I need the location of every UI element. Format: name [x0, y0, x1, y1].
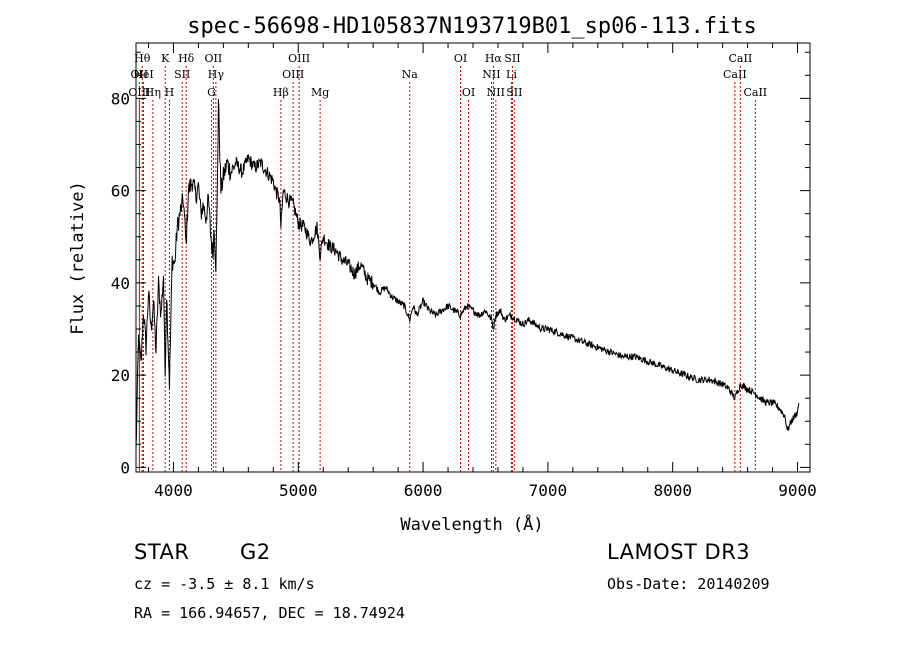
subclass-label: G2 [240, 540, 271, 564]
x-tick-label: 6000 [404, 481, 443, 500]
spectral-line-label: OII [131, 68, 149, 81]
spectral-lines-group [138, 66, 756, 472]
spectral-line-labels: OII OIII Hθ HeI Hη K H SII Hδ OII G Hγ Hβ OIII OIII Mg N… [128, 52, 767, 99]
x-tick-label: 9000 [778, 481, 817, 500]
x-tick-label: 8000 [653, 481, 692, 500]
spectral-line-label: G [207, 86, 216, 99]
spectral-line-label: H [165, 86, 175, 99]
spectral-line-label: K [161, 52, 170, 65]
spectral-line-label: Mg [311, 86, 329, 99]
spectral-line-label: Hβ [273, 86, 289, 99]
x-tick-label: 5000 [279, 481, 318, 500]
y-axis-label: Flux (relative) [68, 181, 88, 335]
coordinates-text: RA = 166.94657, DEC = 18.74924 [134, 604, 405, 622]
spectral-line-label: Hδ [178, 52, 195, 65]
spectral-line-label: OIII [282, 68, 304, 81]
plot-frame [135, 42, 811, 473]
obs-date-text: Obs-Date: 20140209 [607, 575, 770, 593]
flux-curve [135, 98, 800, 451]
spectral-line-label: CaII [729, 52, 753, 65]
y-tick-label: 40 [111, 274, 130, 293]
spectral-line-label: Na [402, 68, 419, 81]
spectral-line-label: CaII [743, 86, 767, 99]
spectral-line-label: Hγ [208, 68, 225, 81]
spectral-line-label: SII [174, 68, 190, 81]
spectral-line-label: OIII [128, 86, 150, 99]
y-tick-label: 0 [120, 458, 130, 477]
x-tick-label: 7000 [529, 481, 568, 500]
class-label: STAR [134, 540, 190, 564]
spectral-line-label: Hθ [134, 52, 151, 65]
spectral-line-label: NII [487, 86, 505, 99]
spectral-line-label: NII [482, 68, 500, 81]
spectral-line-label: OII [205, 52, 223, 65]
spectral-line-label: OI [462, 86, 475, 99]
spectral-line-label: CaII [723, 68, 747, 81]
x-axis-label: Wavelength (Å) [400, 513, 543, 535]
x-tick-label: 4000 [154, 481, 193, 500]
spectral-line-label: Hη [145, 86, 161, 99]
spectral-line-label: HeI [133, 68, 153, 81]
spectral-line-label: Hα [485, 52, 503, 65]
spectral-line-label: OIII [288, 52, 310, 65]
spectral-line-label: Li [506, 68, 517, 81]
chart-title: spec-56698-HD105837N193719B01_sp06-113.f… [187, 14, 757, 39]
x-axis: 4000 5000 6000 7000 8000 9000 [147, 43, 817, 500]
y-tick-label: 80 [111, 89, 130, 108]
y-tick-label: 20 [111, 366, 130, 385]
spectral-line-label: OI [454, 52, 467, 65]
survey-label: LAMOST DR3 [607, 540, 751, 564]
spectral-line-label: SII [504, 52, 520, 65]
spectral-line-label: SII [506, 86, 522, 99]
y-axis: 0 20 40 60 80 [111, 51, 810, 477]
y-tick-label: 60 [111, 182, 130, 201]
redshift-text: cz = -3.5 ± 8.1 km/s [134, 575, 315, 593]
